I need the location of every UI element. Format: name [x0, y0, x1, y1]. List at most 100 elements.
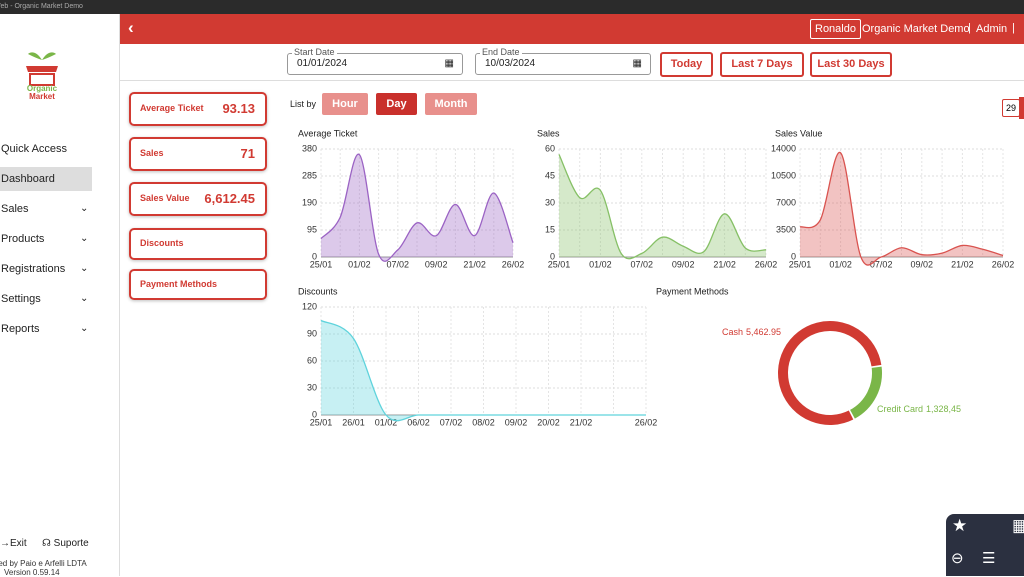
list-by-option[interactable]: Month — [425, 93, 477, 115]
kpi-value: 71 — [240, 146, 255, 161]
area — [321, 154, 513, 262]
kpi-card[interactable]: Discounts — [129, 228, 267, 260]
x-tick-label: 01/02 — [589, 259, 612, 269]
menu-icon[interactable]: ☰ — [982, 550, 996, 567]
line — [320, 319, 646, 422]
list-by-option[interactable]: Hour — [322, 93, 368, 115]
menu-item[interactable]: Products ⌄ — [0, 227, 92, 251]
menu-item[interactable]: Quick Access — [0, 137, 92, 161]
area — [800, 152, 1003, 266]
credits: Developed by Paio e Arfelli LDTA — [0, 559, 87, 568]
y-tick-label: 95 — [307, 224, 317, 234]
chart-title: Discounts — [298, 286, 338, 296]
kpi-label: Sales Value — [140, 193, 190, 203]
chart-title: Sales — [537, 128, 560, 138]
x-tick-label: 21/02 — [713, 259, 736, 269]
kpi-label: Discounts — [140, 238, 184, 248]
range-button[interactable]: Last 7 Days — [720, 52, 804, 77]
x-tick-label: 09/02 — [911, 259, 934, 269]
x-tick-label: 25/01 — [310, 417, 333, 427]
y-tick-label: 120 — [302, 301, 317, 311]
kpi-card[interactable]: Sales 71 — [129, 137, 267, 171]
back-button[interactable]: ‹ — [128, 18, 134, 37]
x-tick-label: 26/02 — [502, 259, 525, 269]
kpi-card[interactable]: Sales Value 6,612.45 — [129, 182, 267, 216]
support-label: Suporte — [53, 538, 89, 549]
logo-icon — [26, 52, 58, 86]
range-button[interactable]: Today — [660, 52, 713, 77]
menu-item[interactable]: Registrations ⌄ — [0, 257, 92, 281]
exit-label: Exit — [10, 538, 27, 549]
donut-slice — [849, 366, 882, 419]
y-tick-label: 7000 — [776, 197, 796, 207]
menu-label: Quick Access — [1, 143, 68, 155]
chevron: ⌄ — [80, 263, 89, 274]
x-tick-label: 01/02 — [829, 259, 852, 269]
end-label: End Date — [480, 47, 522, 57]
x-tick-label: 21/02 — [951, 259, 974, 269]
menu-item[interactable]: Dashboard — [0, 167, 92, 191]
x-tick-label: 06/02 — [407, 417, 430, 427]
y-tick-label: 380 — [302, 143, 317, 153]
x-tick-label: 01/02 — [348, 259, 371, 269]
x-tick-label: 09/02 — [672, 259, 695, 269]
menu-item[interactable]: Settings ⌄ — [0, 287, 92, 311]
company: Organic Market Demo — [862, 23, 970, 35]
zoom-icon[interactable]: ⊖ — [951, 550, 964, 567]
menu-item[interactable]: Sales ⌄ — [0, 197, 92, 221]
kpi-value: 6,612.45 — [204, 191, 255, 206]
slice-label: Cash 5,462.95 — [722, 327, 781, 337]
user-badge[interactable]: Ronaldo — [810, 19, 861, 39]
list-by-option[interactable]: Day — [376, 93, 417, 115]
kpi-card[interactable]: Average Ticket 93.13 — [129, 92, 267, 126]
start-label: Start Date — [292, 47, 337, 57]
start-value: 01/01/2024 — [297, 58, 348, 69]
y-tick-label: 0 — [312, 251, 317, 261]
y-tick-label: 30 — [545, 197, 555, 207]
support-link[interactable]: ☊ Suporte — [42, 538, 89, 549]
role[interactable]: Admin — [976, 23, 1008, 35]
end-date[interactable]: End Date 10/03/2024 ▦ — [475, 47, 651, 75]
slice-name: Credit Card — [877, 404, 923, 414]
chevron: ⌄ — [80, 203, 89, 214]
kpi-card[interactable]: Payment Methods — [129, 269, 267, 300]
version: Version 0.59.14 — [4, 568, 60, 577]
calc-icon[interactable]: ▦ — [1012, 516, 1024, 535]
x-tick-label: 07/02 — [631, 259, 654, 269]
header: ‹ Ronaldo Organic Market Demo | Admin | — [120, 14, 1024, 44]
x-tick-label: 26/02 — [992, 259, 1015, 269]
chart-title: Average Ticket — [298, 128, 358, 138]
y-tick-label: 60 — [545, 143, 555, 153]
menu-label: Reports — [1, 323, 40, 335]
end-value: 10/03/2024 — [485, 58, 536, 69]
kpi-label: Average Ticket — [140, 103, 204, 113]
donut-slice — [778, 321, 882, 425]
list-by-label: List by — [290, 99, 317, 109]
y-tick-label: 0 — [791, 251, 796, 261]
menu-item[interactable]: Reports ⌄ — [0, 317, 92, 341]
chevron: ⌄ — [80, 323, 89, 334]
star-icon[interactable]: ★ — [952, 516, 968, 535]
y-tick-label: 285 — [302, 170, 317, 180]
kpi-label: Sales — [140, 148, 164, 158]
y-tick-label: 0 — [550, 251, 555, 261]
start-date[interactable]: Start Date 01/01/2024 ▦ — [287, 47, 463, 75]
toolbar: ★ ▦ ⊖ ☰ — [946, 514, 1024, 576]
range-button[interactable]: Last 30 Days — [810, 52, 892, 77]
y-tick-label: 30 — [307, 382, 317, 392]
line — [558, 154, 767, 260]
slice-label: Credit Card 1,328,45 — [877, 404, 961, 414]
menu-label: Sales — [1, 203, 29, 215]
x-tick-label: 07/02 — [440, 417, 463, 427]
slice-value: 1,328,45 — [926, 404, 961, 414]
chevron: ⌄ — [80, 233, 89, 244]
chart-title: Sales Value — [775, 128, 822, 138]
x-tick-label: 26/02 — [635, 417, 658, 427]
exit-link[interactable]: →Exit — [0, 538, 27, 549]
x-tick-label: 26/01 — [342, 417, 365, 427]
title-bar: Web - Organic Market Demo — [0, 0, 1024, 14]
x-tick-label: 09/02 — [425, 259, 448, 269]
sidebar: Organic Market Quick Access Dashboard Sales… — [0, 14, 120, 577]
